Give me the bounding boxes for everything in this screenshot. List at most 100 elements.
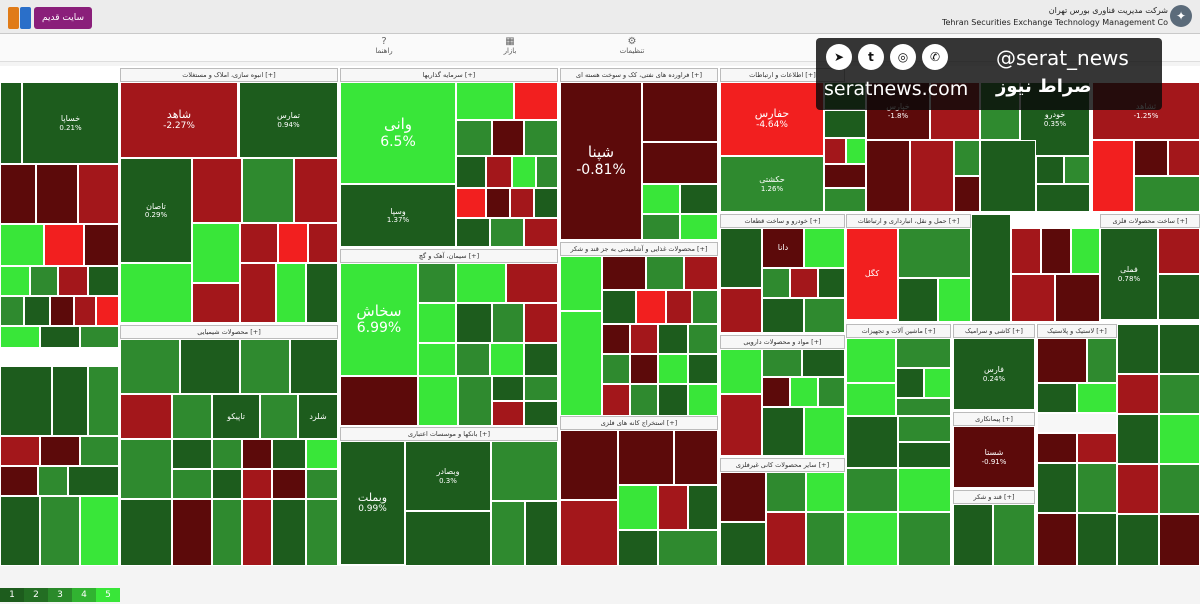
stock-tile[interactable] <box>896 338 951 368</box>
stock-tile[interactable] <box>1159 414 1200 464</box>
stock-tile[interactable] <box>80 496 119 566</box>
stock-tile[interactable] <box>510 188 534 218</box>
market-nav-item[interactable]: ▦ بازار <box>480 36 540 55</box>
stock-tile[interactable] <box>172 394 212 439</box>
stock-tile[interactable] <box>688 354 718 384</box>
stock-tile[interactable] <box>1159 324 1200 374</box>
stock-tile[interactable] <box>1158 274 1200 320</box>
stock-tile[interactable] <box>272 469 306 499</box>
stock-tile[interactable] <box>602 290 636 324</box>
stock-tile[interactable] <box>524 218 558 247</box>
stock-tile[interactable] <box>720 228 762 288</box>
stock-tile[interactable] <box>824 110 866 138</box>
stock-tile[interactable] <box>1071 228 1100 274</box>
stock-tile[interactable] <box>1055 274 1100 322</box>
stock-tile[interactable] <box>1117 374 1159 414</box>
stock-tile[interactable] <box>1037 383 1077 413</box>
stock-tile[interactable] <box>172 439 212 469</box>
stock-tile-tasan[interactable]: تاصان 0.29% <box>120 158 192 263</box>
stock-tile[interactable] <box>1159 464 1200 514</box>
stock-tile[interactable] <box>514 82 558 120</box>
stock-tile[interactable] <box>506 263 558 303</box>
stock-tile[interactable] <box>120 339 180 394</box>
stock-tile[interactable] <box>456 263 506 303</box>
section-header-contracting[interactable]: پیمانکاری [+] <box>953 412 1035 426</box>
stock-tile[interactable] <box>492 376 524 401</box>
section-header-banks[interactable]: بانکها و موسسات اعتباری [+] <box>340 427 558 441</box>
stock-tile[interactable] <box>642 82 718 142</box>
stock-tile[interactable] <box>272 499 306 566</box>
stock-tile[interactable] <box>846 138 866 164</box>
stock-tile[interactable] <box>658 354 688 384</box>
stock-tile-vsepa[interactable]: وسپا 1.37% <box>340 184 456 247</box>
stock-tile[interactable] <box>0 366 52 436</box>
stock-tile[interactable] <box>0 296 24 326</box>
section-header-sugar[interactable]: قند و شکر [+] <box>953 490 1035 504</box>
stock-tile[interactable] <box>636 290 666 324</box>
stock-tile[interactable] <box>618 485 658 530</box>
stock-tile[interactable] <box>24 296 50 326</box>
stock-tile[interactable] <box>630 384 658 416</box>
stock-tile[interactable] <box>242 499 272 566</box>
stock-tile[interactable] <box>846 468 898 512</box>
stock-tile[interactable] <box>720 522 766 566</box>
stock-tile[interactable] <box>806 472 845 512</box>
stock-tile[interactable] <box>1092 140 1134 212</box>
stock-tile[interactable] <box>802 349 845 377</box>
stock-tile[interactable] <box>560 256 602 311</box>
stock-tile[interactable] <box>0 496 40 566</box>
stock-tile[interactable] <box>486 188 510 218</box>
stock-tile-hakeshti[interactable]: حکشتی 1.26% <box>720 156 824 212</box>
stock-tile[interactable] <box>88 366 119 436</box>
stock-tile[interactable] <box>492 303 524 343</box>
stock-tile[interactable] <box>790 377 818 407</box>
stock-tile[interactable] <box>1037 463 1077 513</box>
stock-tile[interactable] <box>818 268 845 298</box>
stock-tile[interactable] <box>1134 140 1168 176</box>
stock-tile[interactable] <box>1168 140 1200 176</box>
stock-tile[interactable] <box>1064 156 1090 184</box>
stock-tile[interactable] <box>846 383 896 416</box>
stock-tile[interactable] <box>491 441 558 501</box>
stock-tile[interactable] <box>910 140 954 212</box>
stock-tile[interactable] <box>40 436 80 466</box>
stock-tile[interactable] <box>78 164 119 224</box>
stock-tile[interactable] <box>804 228 845 268</box>
stock-tile[interactable] <box>806 512 845 566</box>
stock-tile[interactable] <box>898 442 951 468</box>
color-swatch-orange-button[interactable] <box>8 7 19 29</box>
stock-tile[interactable] <box>524 343 558 376</box>
section-header-auto[interactable]: خودرو و ساخت قطعات [+] <box>720 214 845 228</box>
stock-tile[interactable] <box>0 164 36 224</box>
stock-tile[interactable] <box>1117 414 1159 464</box>
stock-tile[interactable] <box>491 501 525 566</box>
stock-tile-vani[interactable]: وانی 6.5% <box>340 82 456 184</box>
stock-tile[interactable] <box>492 401 524 426</box>
stock-tile[interactable] <box>688 384 718 416</box>
stock-tile-khsapa[interactable]: خساپا 0.21% <box>22 82 119 164</box>
stock-tile[interactable] <box>666 290 692 324</box>
stock-tile[interactable] <box>278 223 308 263</box>
stock-tile[interactable] <box>560 430 618 500</box>
stock-tile[interactable] <box>458 376 492 426</box>
stock-tile[interactable] <box>1077 433 1117 463</box>
section-header-telecom[interactable]: اطلاعات و ارتباطات [+] <box>720 68 845 82</box>
stock-tile[interactable] <box>818 377 845 407</box>
stock-tile[interactable] <box>954 176 980 212</box>
stock-tile[interactable] <box>276 263 306 323</box>
stock-tile[interactable] <box>50 296 74 326</box>
stock-tile-fars[interactable]: فارس 0.24% <box>953 338 1035 410</box>
section-header-rubber[interactable]: لاستیک و پلاستیک [+] <box>1037 324 1117 338</box>
stock-tile[interactable] <box>720 349 762 394</box>
stock-tile[interactable] <box>692 290 718 324</box>
stock-tile[interactable] <box>490 218 524 247</box>
stock-tile[interactable] <box>340 376 418 426</box>
stock-tile[interactable] <box>40 496 80 566</box>
stock-tile[interactable] <box>602 324 630 354</box>
stock-tile-tapiko[interactable]: تاپیکو <box>212 394 260 439</box>
stock-tile[interactable] <box>938 278 971 322</box>
stock-tile[interactable] <box>642 184 680 214</box>
stock-tile[interactable] <box>658 485 688 530</box>
stock-tile[interactable] <box>294 158 338 223</box>
stock-tile[interactable] <box>804 298 845 333</box>
